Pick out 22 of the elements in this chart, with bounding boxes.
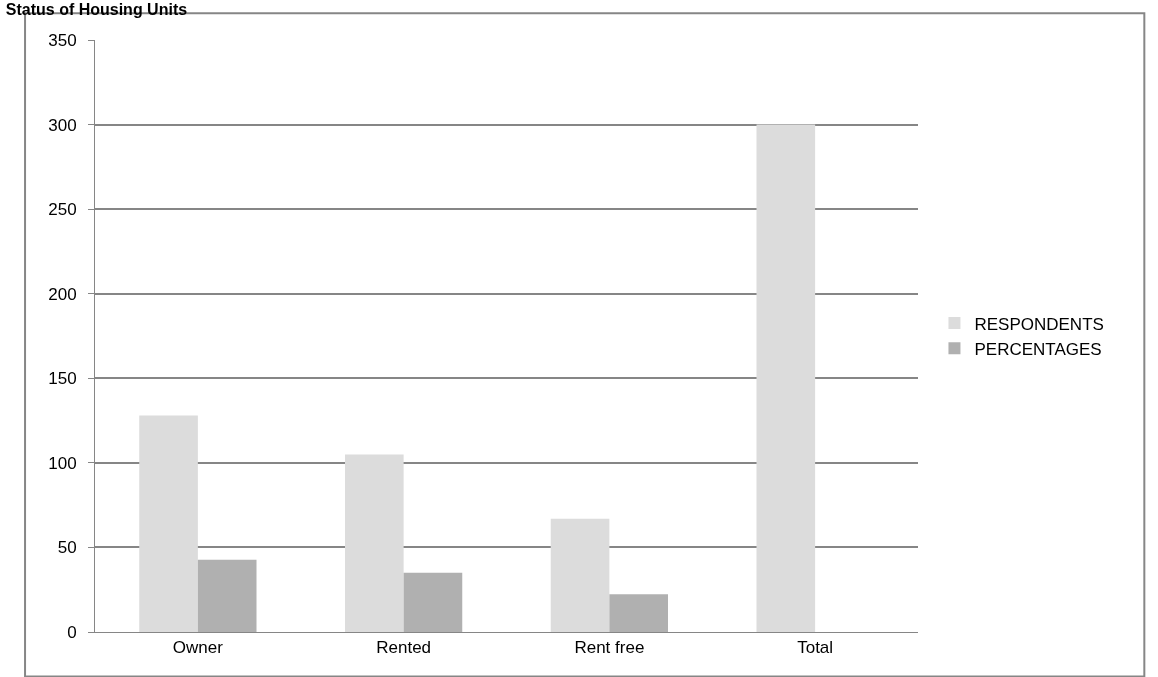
x-tick-label: Rent free	[574, 638, 645, 658]
bar	[756, 124, 816, 632]
x-tick-label: Owner	[172, 638, 224, 658]
x-tick-label: Rented	[376, 638, 432, 658]
y-tick-label: 350	[48, 30, 77, 50]
y-tick-label: 0	[67, 622, 77, 642]
bar	[344, 454, 404, 632]
legend-label: PERCENTAGES	[974, 339, 1102, 359]
bar	[403, 572, 463, 632]
x-tick-label: Total	[797, 638, 834, 658]
chart-title: Status of Housing Units	[5, 0, 188, 18]
legend-label: RESPONDENTS	[974, 314, 1104, 334]
bar	[609, 594, 669, 632]
y-tick-label: 150	[48, 369, 77, 389]
bar	[550, 518, 610, 632]
bar	[139, 415, 198, 632]
y-tick-label: 200	[48, 284, 77, 304]
y-tick-label: 50	[57, 538, 77, 558]
y-tick-label: 250	[48, 200, 77, 220]
y-tick-label: 300	[48, 115, 77, 135]
y-tick-label: 100	[48, 453, 77, 473]
bar	[197, 559, 257, 632]
